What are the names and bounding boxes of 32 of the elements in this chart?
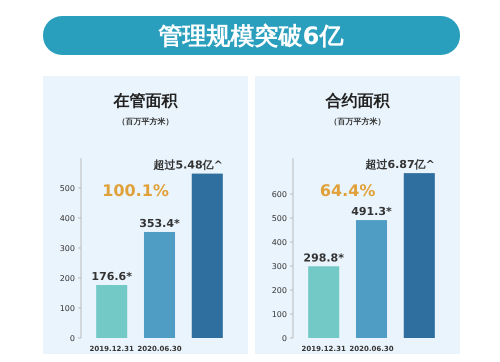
y-tick-label: 200 xyxy=(272,286,287,295)
y-tick-label: 0 xyxy=(282,334,287,343)
chart-title: 合约面积 xyxy=(324,91,390,110)
y-tick-label: 500 xyxy=(272,214,287,223)
y-tick-label: 300 xyxy=(60,244,75,253)
y-tick-label: 600 xyxy=(272,190,287,199)
text: 管理规模突破6亿 xyxy=(158,22,344,50)
y-tick-label: 400 xyxy=(272,238,287,247)
bar xyxy=(144,232,176,338)
y-tick-label: 300 xyxy=(272,262,287,271)
annotation: 64.4% xyxy=(320,181,376,200)
y-tick-label: 500 xyxy=(60,184,75,193)
bar xyxy=(356,220,388,338)
y-tick-label: 200 xyxy=(60,274,75,283)
chart-subtitle: （百万平方米） xyxy=(330,116,386,126)
y-tick-label: 400 xyxy=(60,214,75,223)
bar xyxy=(308,266,340,338)
y-tick-label: 0 xyxy=(70,334,75,343)
data-label: 超过6.87亿^ xyxy=(364,158,435,172)
data-label: 超过5.48亿^ xyxy=(152,158,223,172)
y-tick-label: 100 xyxy=(272,310,287,319)
bar xyxy=(404,173,435,338)
data-label: 298.8* xyxy=(303,251,344,264)
data-label: 491.3* xyxy=(351,205,392,218)
bar xyxy=(96,285,128,338)
data-label: 176.6* xyxy=(91,270,132,284)
y-tick-label: 100 xyxy=(60,304,75,313)
data-label: 353.4* xyxy=(139,216,180,230)
bar xyxy=(192,174,223,338)
chart-title: 在管面积 xyxy=(112,91,178,110)
annotation: 100.1% xyxy=(102,181,169,200)
chart-subtitle: （百万平方米） xyxy=(118,116,174,126)
